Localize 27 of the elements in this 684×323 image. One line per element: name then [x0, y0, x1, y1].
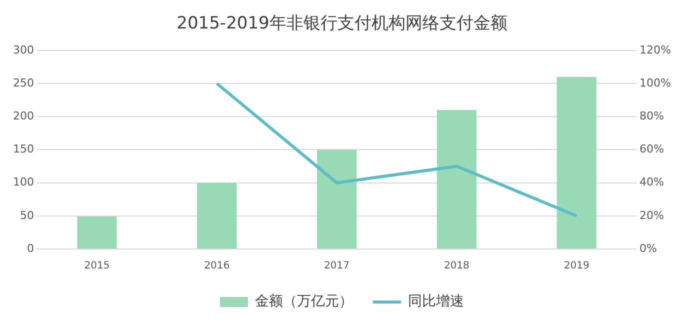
y-tick-label: 150 — [12, 142, 34, 156]
x-tick-label: 2017 — [324, 260, 350, 272]
y2-tick-label: 20% — [640, 208, 664, 222]
y2-tick-label: 40% — [640, 176, 664, 189]
bar — [197, 182, 237, 248]
chart-title: 2015-2019年非银行支付机构网络支付金额 — [176, 14, 508, 34]
x-tick-label: 2015 — [84, 260, 110, 272]
x-tick-label: 2019 — [564, 260, 590, 272]
y-tick-label: 250 — [12, 76, 34, 90]
legend-label: 金额（万亿元） — [255, 294, 353, 310]
bar — [556, 76, 596, 248]
bar — [436, 110, 476, 248]
x-tick-label: 2016 — [204, 260, 230, 272]
y2-tick-label: 60% — [640, 142, 664, 156]
y-tick-label: 50 — [20, 208, 34, 222]
x-tick-label: 2018 — [444, 260, 470, 272]
y-tick-label: 100 — [12, 176, 34, 189]
bar — [316, 150, 357, 248]
y-tick-label: 200 — [12, 109, 34, 122]
y2-tick-label: 0% — [640, 242, 658, 255]
y2-tick-label: 80% — [640, 109, 664, 122]
y-tick-label: 0 — [26, 242, 34, 255]
y2-tick-label: 100% — [640, 76, 672, 90]
legend-label: 同比增速 — [408, 294, 464, 310]
y2-tick-label: 120% — [640, 43, 672, 56]
bar — [77, 216, 117, 248]
y-tick-label: 300 — [12, 43, 34, 56]
